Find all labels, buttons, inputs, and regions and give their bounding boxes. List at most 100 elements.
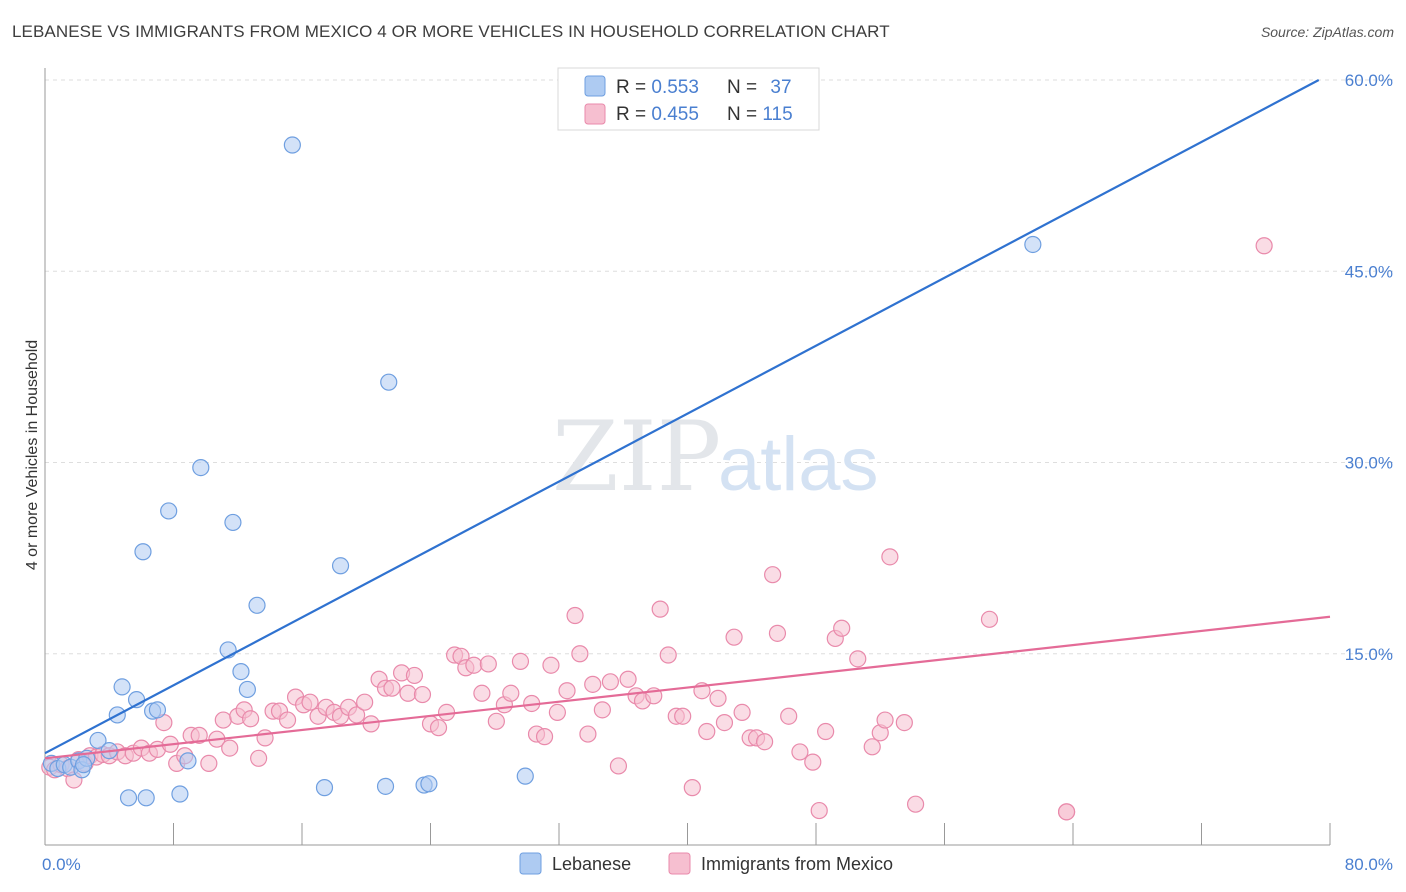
point-mexico-72 [566, 606, 584, 625]
point-lebanese-19 [179, 752, 197, 770]
svg-text:R = 0.553: R = 0.553 [616, 77, 699, 98]
legend-n-label-2: N = [727, 104, 762, 125]
point-mexico-100 [791, 743, 809, 761]
point-mexico-103 [817, 722, 835, 741]
tick-labels: 15.0% 30.0% 45.0% 60.0% 0.0% 80.0% [42, 71, 1393, 874]
point-lebanese-11 [119, 789, 138, 807]
point-mexico-34 [278, 711, 297, 729]
point-mexico-98 [768, 624, 787, 642]
point-lebanese-17 [160, 502, 178, 520]
trendline-mexico [44, 615, 1331, 760]
point-mexico-68 [535, 728, 554, 746]
point-mexico-76 [593, 701, 611, 719]
point-mexico-86 [674, 707, 692, 725]
point-mexico-109 [876, 711, 894, 729]
point-mexico-54 [429, 719, 448, 737]
point-mexico-71 [558, 682, 576, 700]
source-label: Source: ZipAtlas.com [1260, 24, 1394, 40]
point-mexico-61 [479, 655, 497, 673]
point-mexico-84 [659, 646, 677, 664]
y-axis-label: 4 or more Vehicles in Household [24, 340, 41, 570]
legend-bottom-label-lebanese: Lebanese [552, 854, 631, 874]
point-lebanese-22 [224, 513, 242, 532]
legend-n-value-1: 37 [770, 77, 791, 98]
series-immigrants-from-mexico-points [41, 237, 1273, 821]
point-lebanese-18 [171, 785, 189, 803]
trendline-lebanese [44, 79, 1320, 755]
point-mexico-65 [511, 652, 530, 671]
point-lebanese-27 [315, 779, 334, 797]
legend-bottom-swatch-mexico [668, 852, 691, 875]
point-mexico-113 [980, 610, 999, 628]
point-lebanese-10 [113, 678, 131, 696]
grid-lines [45, 79, 1395, 655]
point-mexico-23 [200, 754, 218, 773]
svg-text:R = 0.455: R = 0.455 [616, 104, 699, 125]
point-mexico-111 [895, 713, 913, 732]
point-lebanese-32 [420, 775, 438, 793]
point-mexico-105 [833, 619, 851, 637]
point-lebanese-28 [331, 557, 350, 575]
point-mexico-78 [609, 757, 628, 775]
point-mexico-75 [584, 675, 602, 693]
point-lebanese-26 [283, 136, 301, 154]
point-lebanese-20 [192, 459, 210, 477]
point-mexico-90 [709, 689, 727, 707]
y-tick-label-3: 60.0% [1345, 71, 1393, 90]
point-lebanese-13 [134, 543, 152, 561]
point-mexico-92 [725, 628, 743, 646]
legend-r-value-2: 0.455 [651, 104, 699, 125]
point-mexico-91 [715, 713, 734, 732]
point-mexico-79 [619, 670, 637, 688]
legend-top: R = 0.553 N = 37 R = 0.455 N = 115 [557, 67, 820, 131]
point-mexico-69 [542, 656, 560, 674]
point-mexico-60 [473, 684, 491, 702]
point-mexico-26 [221, 739, 239, 757]
point-mexico-70 [548, 703, 566, 722]
legend-swatch-lebanese [584, 75, 606, 97]
axes [44, 68, 1331, 846]
point-mexico-48 [383, 679, 401, 697]
point-mexico-107 [863, 738, 881, 756]
point-mexico-102 [810, 801, 828, 820]
point-lebanese-24 [238, 680, 256, 699]
point-lebanese-16 [148, 701, 167, 719]
point-lebanese-36 [74, 756, 93, 774]
point-lebanese-29 [380, 373, 398, 391]
legend-bottom: Lebanese Immigrants from Mexico [519, 852, 893, 875]
point-lebanese-23 [232, 662, 250, 681]
y-tick-label-0: 15.0% [1345, 645, 1393, 664]
point-mexico-22 [190, 726, 208, 744]
legend-n-value-2: 115 [762, 104, 792, 125]
point-mexico-29 [242, 710, 260, 728]
point-mexico-25 [214, 711, 232, 729]
point-mexico-112 [906, 795, 925, 813]
y-tick-label-1: 30.0% [1345, 454, 1393, 473]
point-mexico-30 [250, 749, 268, 767]
point-lebanese-14 [137, 789, 155, 807]
point-mexico-77 [601, 673, 620, 691]
point-mexico-83 [651, 600, 669, 618]
legend-r-label-2: R = [616, 104, 651, 125]
point-mexico-52 [413, 685, 432, 704]
legend-r-label-1: R = [616, 77, 651, 98]
point-lebanese-25 [248, 596, 266, 614]
point-mexico-51 [405, 666, 424, 685]
point-mexico-59 [465, 656, 483, 674]
x-tick-label-min: 0.0% [42, 855, 81, 874]
y-tick-label-2: 45.0% [1345, 262, 1393, 281]
series-lebanese-points [42, 73, 1042, 807]
point-mexico-93 [733, 703, 751, 722]
svg-text:N = 115: N = 115 [727, 104, 793, 125]
svg-text:N = 37: N = 37 [727, 77, 792, 98]
point-lebanese-30 [376, 777, 395, 795]
chart-title: LEBANESE VS IMMIGRANTS FROM MEXICO 4 OR … [12, 22, 890, 41]
point-mexico-97 [764, 566, 782, 584]
point-lebanese-7 [89, 731, 107, 750]
point-mexico-73 [571, 645, 589, 663]
point-mexico-96 [755, 733, 774, 751]
point-mexico-115 [1057, 803, 1076, 821]
point-mexico-64 [502, 684, 520, 702]
legend-n-label-1: N = [727, 77, 762, 98]
point-mexico-110 [881, 548, 899, 566]
